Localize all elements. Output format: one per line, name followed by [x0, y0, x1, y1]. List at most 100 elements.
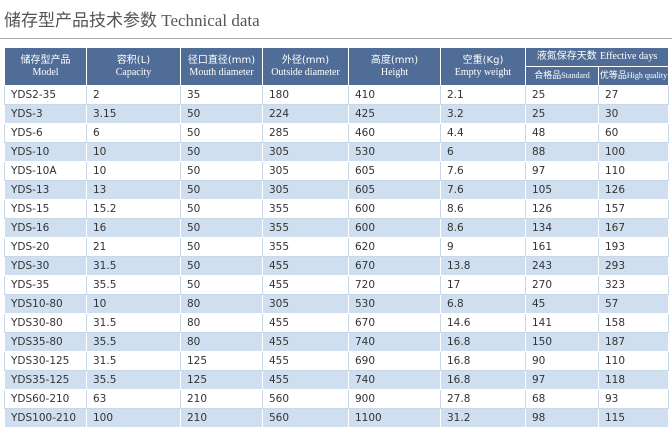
spec-table: 储存型产品 Model 容积(L) Capacity 径口直径(mm) Mouth dia… [4, 47, 670, 428]
value-cell: 110 [597, 161, 670, 181]
sub-header: 优等品High quality [597, 66, 670, 86]
table-row: YDS60-210 63 210 560 900 27.8 68 93 [4, 389, 670, 409]
value-cell: 210 [180, 408, 263, 428]
value-cell: 35 [180, 85, 263, 105]
value-cell: 210 [180, 389, 263, 409]
value-cell: 30 [597, 104, 670, 124]
value-cell: 670 [348, 256, 441, 276]
value-cell: 740 [348, 370, 441, 390]
value-cell: 2.1 [440, 85, 526, 105]
header-zh: 高度(mm) [370, 54, 419, 66]
value-cell: 455 [262, 256, 349, 276]
sub-header: 合格品Standard [525, 66, 599, 86]
header-en: High quality [626, 71, 668, 80]
model-cell: YDS-30 [4, 256, 87, 276]
value-cell: 98 [525, 408, 599, 428]
table-row: YDS-15 15.2 50 355 600 8.6 126 157 [4, 199, 670, 219]
table-row: YDS-16 16 50 355 600 8.6 134 167 [4, 218, 670, 238]
model-cell: YDS-15 [4, 199, 87, 219]
value-cell: 6 [86, 123, 181, 143]
value-cell: 50 [180, 275, 263, 295]
value-cell: 105 [525, 180, 599, 200]
value-cell: 35.5 [86, 332, 181, 352]
value-cell: 16.8 [440, 332, 526, 352]
value-cell: 27 [597, 85, 670, 105]
value-cell: 355 [262, 218, 349, 238]
value-cell: 126 [525, 199, 599, 219]
table-row: YDS-6 6 50 285 460 4.4 48 60 [4, 123, 670, 143]
value-cell: 270 [525, 275, 599, 295]
group-header: 液氮保存天数 Effective days [524, 47, 670, 67]
value-cell: 68 [525, 389, 599, 409]
value-cell: 57 [597, 294, 670, 314]
value-cell: 560 [262, 389, 349, 409]
column-header: 高度(mm) Height [348, 47, 441, 86]
header-zh: 容积(L) [116, 54, 151, 66]
value-cell: 88 [525, 142, 599, 162]
table-row: YDS30-80 31.5 80 455 670 14.6 141 158 [4, 313, 670, 333]
value-cell: 31.5 [86, 256, 181, 276]
value-cell: 6.8 [440, 294, 526, 314]
value-cell: 50 [180, 161, 263, 181]
model-cell: YDS-13 [4, 180, 87, 200]
value-cell: 110 [597, 351, 670, 371]
model-cell: YDS-16 [4, 218, 87, 238]
value-cell: 3.15 [86, 104, 181, 124]
value-cell: 900 [348, 389, 441, 409]
value-cell: 410 [348, 85, 441, 105]
value-cell: 35.5 [86, 275, 181, 295]
header-zh: 径口直径(mm) [187, 54, 256, 66]
table-row: YDS35-80 35.5 80 455 740 16.8 150 187 [4, 332, 670, 352]
header-en: Outside diameter [271, 66, 340, 78]
table-row: YDS-3 3.15 50 224 425 3.2 25 30 [4, 104, 670, 124]
value-cell: 31.5 [86, 313, 181, 333]
value-cell: 17 [440, 275, 526, 295]
value-cell: 455 [262, 313, 349, 333]
value-cell: 50 [180, 199, 263, 219]
value-cell: 530 [348, 294, 441, 314]
header-en: Model [32, 66, 59, 78]
value-cell: 31.2 [440, 408, 526, 428]
value-cell: 3.2 [440, 104, 526, 124]
value-cell: 10 [86, 142, 181, 162]
value-cell: 293 [597, 256, 670, 276]
value-cell: 31.5 [86, 351, 181, 371]
value-cell: 323 [597, 275, 670, 295]
value-cell: 455 [262, 275, 349, 295]
model-cell: YDS-6 [4, 123, 87, 143]
value-cell: 80 [180, 313, 263, 333]
value-cell: 600 [348, 199, 441, 219]
table-row: YDS-20 21 50 355 620 9 161 193 [4, 237, 670, 257]
table-row: YDS-10 10 50 305 530 6 88 100 [4, 142, 670, 162]
header-en: Standard [561, 71, 590, 80]
value-cell: 193 [597, 237, 670, 257]
value-cell: 48 [525, 123, 599, 143]
value-cell: 690 [348, 351, 441, 371]
value-cell: 14.6 [440, 313, 526, 333]
model-cell: YDS30-80 [4, 313, 87, 333]
value-cell: 16.8 [440, 370, 526, 390]
header-en: Effective days [599, 51, 658, 62]
value-cell: 180 [262, 85, 349, 105]
value-cell: 224 [262, 104, 349, 124]
title: 储存型产品技术参数 Technical data [4, 11, 260, 30]
value-cell: 13.8 [440, 256, 526, 276]
value-cell: 150 [525, 332, 599, 352]
model-cell: YDS-20 [4, 237, 87, 257]
value-cell: 460 [348, 123, 441, 143]
header-zh: 优等品 [599, 71, 627, 81]
value-cell: 50 [180, 104, 263, 124]
value-cell: 305 [262, 161, 349, 181]
value-cell: 161 [525, 237, 599, 257]
value-cell: 115 [597, 408, 670, 428]
value-cell: 305 [262, 180, 349, 200]
table-row: YDS100-210 100 210 560 1100 31.2 98 115 [4, 408, 670, 428]
value-cell: 2 [86, 85, 181, 105]
value-cell: 25 [525, 85, 599, 105]
value-cell: 670 [348, 313, 441, 333]
value-cell: 97 [525, 161, 599, 181]
value-cell: 50 [180, 142, 263, 162]
model-cell: YDS35-80 [4, 332, 87, 352]
header-zh: 储存型产品 [20, 54, 71, 66]
table-body: YDS2-35 2 35 180 410 2.1 25 27 YDS-3 3.15 50 224 425… [4, 85, 670, 428]
